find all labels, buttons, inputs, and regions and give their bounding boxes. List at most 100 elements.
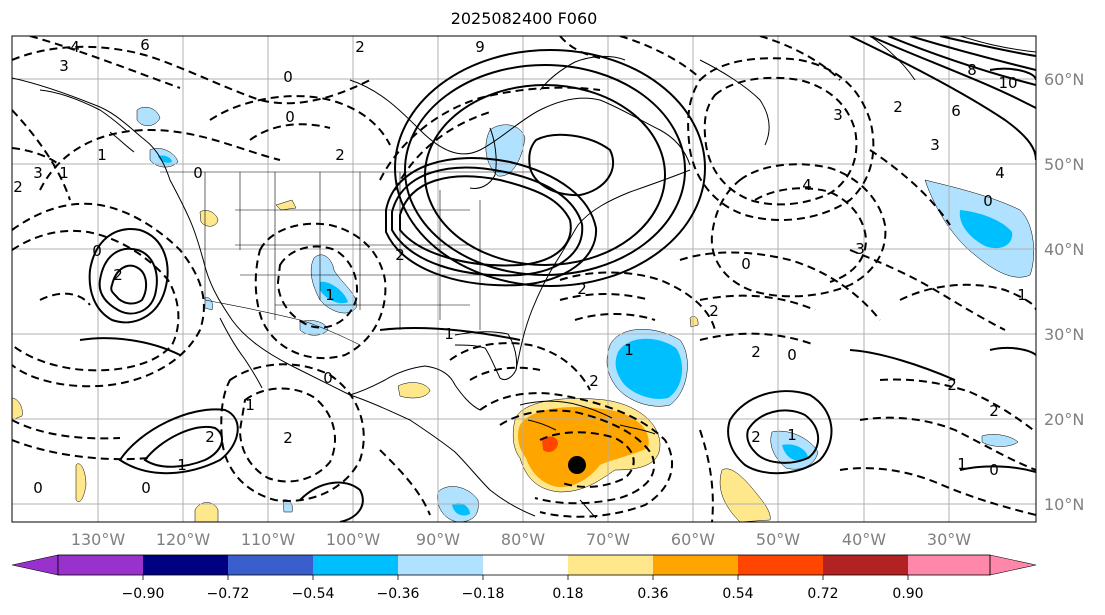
positive-anomaly-mexico <box>397 382 431 399</box>
lon-tick-label: 40°W <box>842 530 886 549</box>
negative-anomaly-texas-core <box>320 281 348 304</box>
contour-label: 6 <box>951 102 961 120</box>
contour-label: 1 <box>957 455 967 473</box>
contour-label: 9 <box>475 38 485 56</box>
contour-label: 2 <box>751 428 761 446</box>
latitude-ticks: 60°N 50°N 40°N 30°N 20°N 10°N <box>1044 70 1084 514</box>
contour-label: 1 <box>97 146 107 164</box>
contour-label: 2 <box>335 146 345 164</box>
lat-tick-label: 20°N <box>1044 410 1084 429</box>
contour-label: 2 <box>395 246 405 264</box>
contour-label: 8 <box>967 61 977 79</box>
contour-label: 0 <box>787 346 797 364</box>
contour-label: 1 <box>444 325 454 343</box>
solid-contours <box>79 36 1036 522</box>
negative-anomaly-pacific-nw-1 <box>136 107 161 126</box>
contour-label: 3 <box>33 164 43 182</box>
shaded-anomalies <box>12 107 1034 522</box>
colorbar-label: 0.54 <box>722 586 753 602</box>
negative-anomaly-atlantic-east-core <box>615 338 683 399</box>
contour-label: 1 <box>59 164 69 182</box>
contour-label: 1 <box>624 341 634 359</box>
contour-label: 1 <box>1017 286 1027 304</box>
negative-anomaly-north-atlantic-core <box>959 210 1013 249</box>
lon-tick-label: 90°W <box>416 530 460 549</box>
contour-label: 1 <box>245 396 255 414</box>
colorbar-extend-low <box>11 554 59 576</box>
positive-anomaly-pacific-1 <box>75 463 87 502</box>
contour-label: 2 <box>947 376 957 394</box>
colorbar-swatch <box>908 555 990 575</box>
contour-label: 0 <box>92 242 102 260</box>
negative-anomaly-central-atlantic-core <box>782 444 808 461</box>
colorbar-label: −0.18 <box>462 586 505 602</box>
contour-label: 2 <box>283 429 293 447</box>
contour-label: 2 <box>989 402 999 420</box>
colorbar-label: 0.72 <box>807 586 838 602</box>
contour-label: 2 <box>577 280 587 298</box>
lon-tick-label: 120°W <box>156 530 211 549</box>
contour-label: 2 <box>893 98 903 116</box>
colorbar-swatch <box>58 555 143 575</box>
coastlines <box>12 36 1036 519</box>
contour-label: 3 <box>855 240 865 258</box>
map-border <box>11 35 1037 523</box>
colorbar-outline <box>57 554 991 576</box>
contour-label: 0 <box>741 255 751 273</box>
positive-anomaly-caribbean-max <box>542 436 558 452</box>
lat-tick-label: 10°N <box>1044 495 1084 514</box>
colorbar-extend-high <box>989 554 1037 576</box>
colorbar-swatch <box>143 555 228 575</box>
contour-label: 2 <box>113 266 123 284</box>
contour-label: 2 <box>205 428 215 446</box>
colorbar-swatch <box>228 555 313 575</box>
lat-tick-label: 30°N <box>1044 325 1084 344</box>
contour-label: 2 <box>13 178 23 196</box>
contour-label: 0 <box>193 164 203 182</box>
colorbar-swatch <box>568 555 653 575</box>
lon-tick-label: 110°W <box>241 530 296 549</box>
contour-label: 0 <box>983 192 993 210</box>
lon-tick-label: 60°W <box>671 530 715 549</box>
lat-tick-label: 60°N <box>1044 70 1084 89</box>
contour-label: 0 <box>285 108 295 126</box>
lon-tick-label: 100°W <box>326 530 381 549</box>
colorbar-swatch <box>483 555 568 575</box>
contour-label: 4 <box>802 176 812 194</box>
contour-label: 1 <box>787 426 797 444</box>
lat-tick-label: 50°N <box>1044 155 1084 174</box>
storm-center-marker <box>568 456 586 474</box>
colorbar-label: −0.36 <box>377 586 420 602</box>
positive-anomaly-pacific-2 <box>194 502 219 522</box>
colorbar-label: −0.72 <box>207 586 250 602</box>
contour-label: 2 <box>709 302 719 320</box>
contour-label: 1 <box>325 286 335 304</box>
contour-label: 2 <box>751 343 761 361</box>
dashed-contours <box>12 36 1036 522</box>
negative-anomaly-pacific-small-1 <box>204 297 213 311</box>
positive-anomaly-central-atlantic <box>719 468 771 522</box>
contour-label: 0 <box>323 369 333 387</box>
contour-label: 1 <box>177 456 187 474</box>
contour-label: 4 <box>995 164 1005 182</box>
colorbar-label: 0.90 <box>892 586 923 602</box>
contour-label: 2 <box>589 372 599 390</box>
colorbar-label: 0.36 <box>637 586 668 602</box>
lon-tick-label: 70°W <box>586 530 630 549</box>
contour-label: 0 <box>283 68 293 86</box>
contour-labels: 4 6 3 2 2 0 1 0 2 0 2 3 1 0 2 1 2 0 1 2 … <box>13 36 1027 497</box>
contour-label: 2 <box>355 38 365 56</box>
lat-tick-label: 40°N <box>1044 240 1084 259</box>
contour-label: 6 <box>140 36 150 54</box>
contour-label: 0 <box>33 479 43 497</box>
contour-label: 10 <box>998 74 1017 92</box>
map-plot-area: 4 6 3 2 2 0 1 0 2 0 2 3 1 0 2 1 2 0 1 2 … <box>12 36 1036 522</box>
colorbar-swatch <box>398 555 483 575</box>
map-title: 2025082400 F060 <box>450 9 598 28</box>
negative-anomaly-pacific-nw-2-core <box>158 155 172 163</box>
colorbar-swatch <box>313 555 398 575</box>
negative-anomaly-central-america-core <box>452 503 470 516</box>
colorbar-swatch <box>823 555 908 575</box>
positive-anomaly-rockies <box>199 210 219 227</box>
